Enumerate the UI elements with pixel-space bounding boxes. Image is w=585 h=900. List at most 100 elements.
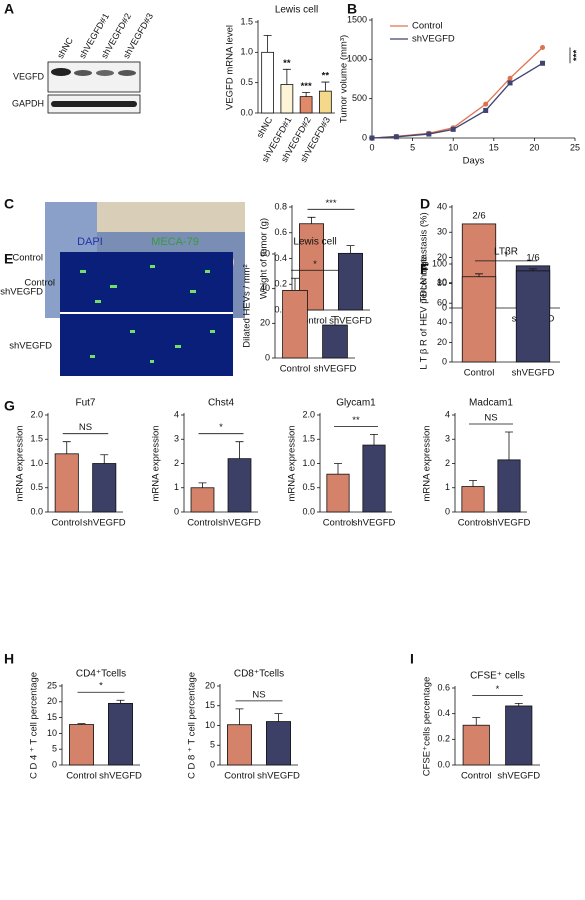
x-tick-label: 20 [529, 142, 539, 152]
point [540, 60, 546, 66]
y-tick-label: 0.0 [240, 107, 253, 117]
x-axis-label: Days [463, 156, 485, 167]
significance: ** [352, 415, 360, 426]
bar [319, 90, 332, 114]
bar [515, 270, 551, 363]
chart-title: Chst4 [208, 398, 235, 409]
y-tick-label: 0 [362, 132, 367, 142]
bar [282, 289, 308, 359]
y-tick-label: 0.8 [274, 201, 287, 211]
stain-row-label: shVEGFD [9, 341, 52, 352]
legend-label: Control [412, 21, 443, 32]
y-tick-label: 1 [445, 482, 450, 492]
y-tick-label: 0 [52, 759, 57, 769]
channel-label: DAPI [77, 236, 103, 248]
x-tick-label: shNC [254, 115, 274, 140]
bar [227, 724, 252, 766]
y-tick-label: 1.5 [240, 16, 253, 26]
y-tick-label: 0.0 [437, 759, 450, 769]
x-tick-label: 5 [410, 142, 415, 152]
x-tick-label: Control [458, 518, 489, 529]
blot-row-label: VEGFD [13, 71, 45, 81]
error-bar [469, 480, 477, 487]
series-line [371, 62, 543, 139]
panel-letter: C [4, 196, 14, 212]
x-tick-label: 0 [369, 142, 374, 152]
y-tick-label: 10 [47, 728, 57, 738]
y-tick-label: 0.2 [437, 734, 450, 744]
significance: NS [252, 689, 265, 700]
y-tick-label: 40 [437, 317, 447, 327]
channel-label: MECA-79 [151, 236, 199, 248]
error-bar [77, 723, 86, 725]
panel-letter: F [420, 261, 429, 277]
y-tick-label: 2 [445, 458, 450, 468]
significance: *** [301, 81, 312, 92]
y-tick-label: 3 [174, 434, 179, 444]
significance: ** [322, 71, 330, 82]
y-tick-label: 2.0 [302, 409, 315, 419]
bar [54, 453, 79, 513]
y-axis-label: C D 8 ⁺ T cell percentage [187, 672, 198, 779]
y-tick-label: 40 [260, 283, 270, 293]
value-label: 2/6 [472, 210, 485, 221]
chart-title: Fut7 [75, 398, 95, 409]
lane-label: shNC [55, 35, 75, 60]
x-tick-label: shVEGFD [314, 364, 357, 375]
annotation: *** [572, 50, 583, 61]
y-tick-label: 0 [442, 356, 447, 366]
x-tick-label: 10 [448, 142, 458, 152]
y-axis-label: mRNA expression [287, 425, 298, 501]
y-tick-label: 25 [47, 680, 57, 690]
error-bar [307, 216, 316, 224]
y-tick-label: 60 [260, 248, 270, 258]
x-tick-label: shVEGFD [353, 518, 396, 529]
y-axis-label: mRNA expression [151, 425, 162, 501]
y-tick-label: 20 [260, 318, 270, 328]
significance: * [313, 259, 317, 270]
bar [461, 486, 485, 513]
x-tick-label: Control [280, 364, 311, 375]
error-bar [472, 717, 481, 726]
chart-title: CD4⁺Tcells [76, 669, 126, 680]
bar [227, 458, 252, 513]
error-bar [274, 713, 283, 722]
y-tick-label: 500 [352, 93, 367, 103]
bar [505, 705, 533, 766]
y-axis-label: mRNA expression [422, 425, 433, 501]
bar [69, 724, 94, 766]
y-tick-label: 1000 [347, 54, 367, 64]
chart-title: Lewis cell [293, 237, 336, 248]
bar [108, 702, 133, 766]
x-tick-label: Control [187, 518, 218, 529]
chart-title: Madcam1 [469, 398, 513, 409]
bar [338, 252, 363, 311]
error-bar [263, 34, 272, 53]
photo-row-label: Control [12, 253, 43, 264]
point [540, 45, 546, 51]
y-tick-label: 15 [205, 700, 215, 710]
y-axis-label: TDLN metastasis (%) [419, 212, 430, 302]
y-tick-label: 0.6 [274, 227, 287, 237]
y-tick-label: 4 [445, 409, 450, 419]
point [450, 126, 456, 132]
x-tick-label: Control [224, 771, 255, 782]
y-tick-label: 1.0 [240, 47, 253, 57]
y-tick-label: 40 [437, 201, 447, 211]
legend-label: shVEGFD [412, 34, 455, 45]
x-tick-label: shVEGFD [329, 316, 372, 327]
significance: ** [283, 58, 291, 69]
error-bar [529, 268, 537, 271]
panel-letter: A [4, 1, 14, 17]
point [507, 75, 513, 81]
y-tick-label: 100 [432, 258, 447, 268]
significance: * [99, 681, 103, 692]
error-bar [235, 708, 244, 725]
y-tick-label: 0 [445, 506, 450, 516]
bar [461, 276, 497, 363]
panel-letter: I [410, 651, 414, 667]
x-tick-label: Control [323, 518, 354, 529]
y-tick-label: 30 [437, 227, 447, 237]
bar [92, 463, 117, 513]
significance: * [219, 422, 223, 433]
